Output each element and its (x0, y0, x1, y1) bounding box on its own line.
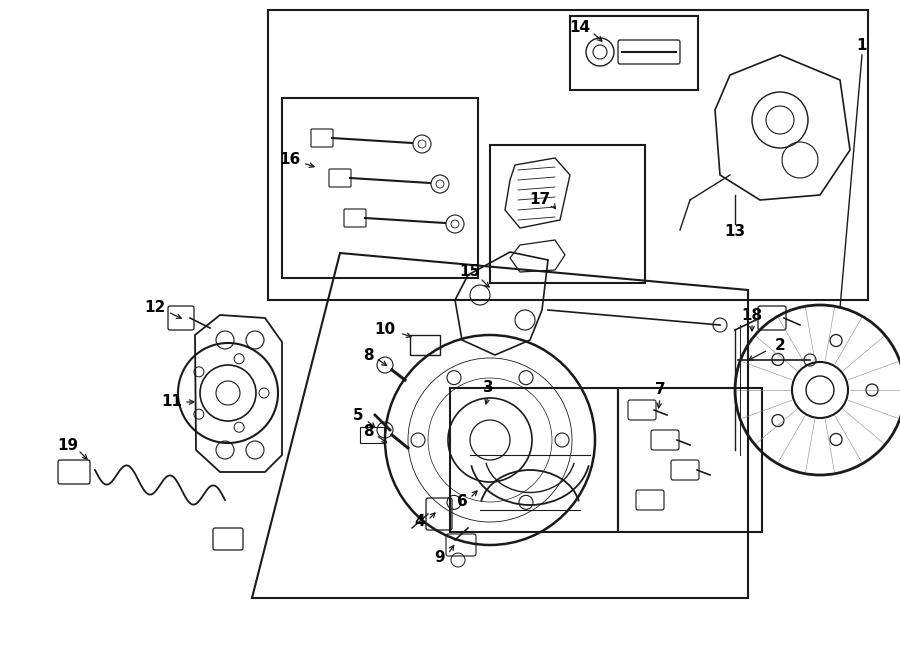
Text: 12: 12 (144, 301, 166, 315)
Text: 8: 8 (363, 424, 374, 440)
Text: 8: 8 (363, 348, 374, 362)
Bar (282, 98, 478, 278)
Text: 18: 18 (742, 307, 762, 323)
Bar (450, 388, 618, 532)
Text: 19: 19 (58, 438, 78, 453)
Text: 4: 4 (415, 514, 426, 529)
Text: 6: 6 (456, 494, 467, 510)
Bar (490, 145, 645, 283)
Text: 7: 7 (654, 383, 665, 397)
Bar (360, 427, 384, 443)
Text: 17: 17 (529, 192, 551, 208)
Text: 13: 13 (724, 225, 745, 239)
Text: 1: 1 (857, 38, 868, 52)
Text: 3: 3 (482, 381, 493, 395)
Text: 15: 15 (459, 264, 481, 280)
Text: 10: 10 (374, 323, 396, 338)
Text: 5: 5 (353, 407, 364, 422)
Text: 2: 2 (775, 338, 786, 352)
Text: 11: 11 (161, 395, 183, 410)
Text: 14: 14 (570, 20, 590, 36)
Bar (570, 16, 698, 90)
Bar (410, 335, 440, 355)
Bar (268, 10, 868, 300)
Text: 9: 9 (435, 551, 446, 566)
Bar (618, 388, 762, 532)
Text: 16: 16 (279, 153, 301, 167)
